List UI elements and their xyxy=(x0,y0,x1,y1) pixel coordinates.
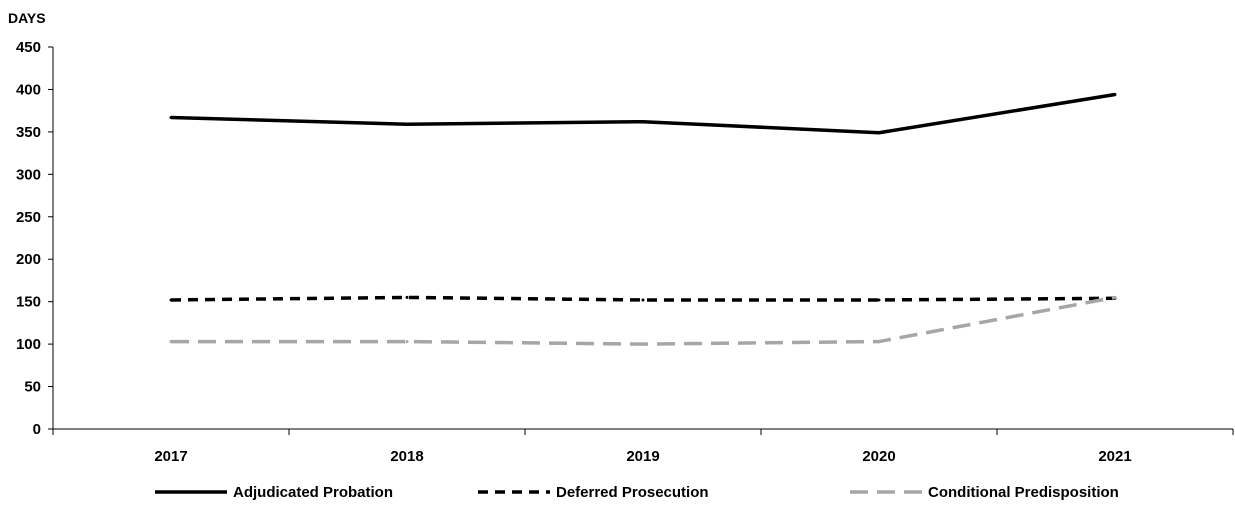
y-tick-label: 150 xyxy=(16,294,41,311)
y-tick-label: 300 xyxy=(16,166,41,183)
data-point xyxy=(169,298,173,302)
data-point xyxy=(405,340,409,344)
data-point xyxy=(641,298,645,302)
y-tick-label: 50 xyxy=(24,379,41,396)
legend-label-2: Deferred Prosecution xyxy=(556,484,709,501)
data-point xyxy=(877,131,881,135)
y-tick-label: 450 xyxy=(16,39,41,56)
y-tick-label: 0 xyxy=(33,421,41,438)
data-point xyxy=(641,342,645,346)
data-point xyxy=(169,340,173,344)
legend: Adjudicated Probation Deferred Prosecutio… xyxy=(155,484,1119,501)
x-tick-label: 2017 xyxy=(154,448,187,465)
x-tick-label: 2020 xyxy=(862,448,895,465)
data-point xyxy=(405,295,409,299)
y-tick-label: 200 xyxy=(16,251,41,268)
y-tick-label: 350 xyxy=(16,124,41,141)
series-line-2 xyxy=(170,295,1116,302)
y-unit-label: DAYS xyxy=(8,10,46,26)
series-line-1 xyxy=(170,92,1116,135)
data-point xyxy=(641,120,645,124)
data-point xyxy=(405,122,409,126)
y-tick-label: 100 xyxy=(16,336,41,353)
series-line-3 xyxy=(171,295,1116,346)
y-tick-label: 250 xyxy=(16,209,41,226)
legend-label-1: Adjudicated Probation xyxy=(233,484,393,501)
data-point xyxy=(877,340,881,344)
x-tick-label: 2021 xyxy=(1098,448,1131,465)
y-tick-label: 400 xyxy=(16,81,41,98)
axes: 0 50 100 150 200 250 300 350 400 450 2017 2018 2019 2… xyxy=(16,39,1234,465)
data-point xyxy=(1113,295,1117,299)
x-tick-label: 2018 xyxy=(390,448,423,465)
x-tick-label: 2019 xyxy=(626,448,659,465)
series-layer xyxy=(169,92,1117,346)
legend-label-3: Conditional Predisposition xyxy=(928,484,1119,501)
data-point xyxy=(169,115,173,119)
data-point xyxy=(1113,93,1117,97)
data-point xyxy=(877,298,881,302)
